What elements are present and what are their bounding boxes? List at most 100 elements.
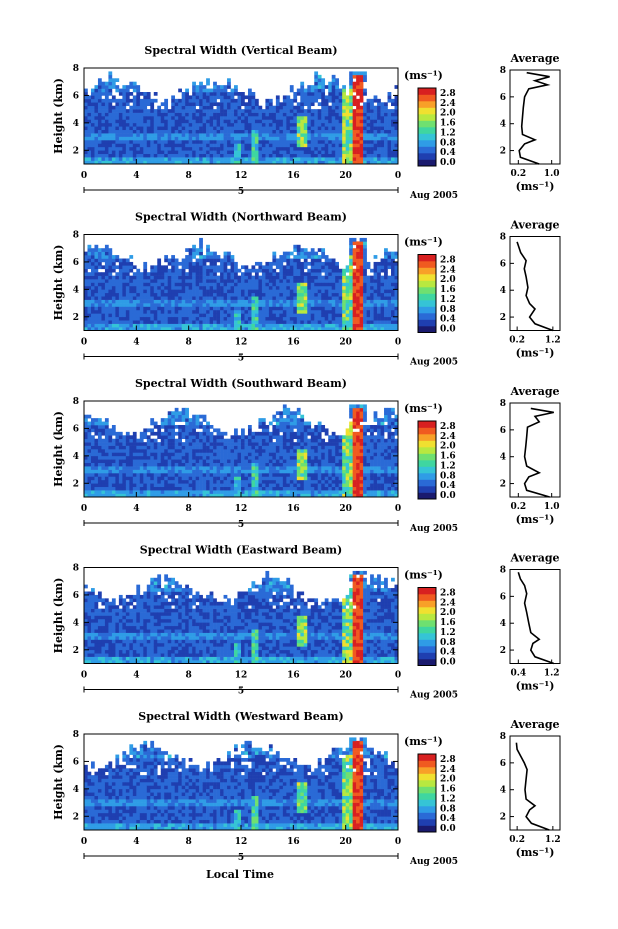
heatmap-cell [157, 268, 162, 273]
heatmap-cell [275, 289, 280, 294]
heatmap-cell [220, 102, 224, 107]
heatmap-cell [94, 133, 99, 137]
heatmap-cell [167, 299, 172, 304]
heatmap-cell [244, 303, 249, 307]
heatmap-cell [234, 303, 238, 307]
heatmap-cell [164, 153, 169, 158]
heatmap-cell [356, 248, 360, 252]
heatmap-cell [160, 452, 165, 457]
heatmap-cell [328, 85, 333, 89]
heatmap-cell [150, 476, 155, 481]
heatmap-cell [384, 313, 388, 318]
heatmap-cell [380, 289, 385, 294]
heatmap-cell [97, 272, 102, 276]
heatmap-cell [303, 265, 308, 270]
heatmap-cell [181, 265, 186, 270]
heatmap-cell [146, 292, 151, 297]
heatmap-cell [171, 289, 176, 294]
heatmap-cell [384, 268, 388, 273]
heatmap-cell [206, 303, 210, 307]
heatmap-cell [111, 255, 116, 259]
heatmap-cell [241, 455, 245, 460]
heatmap-cell [356, 153, 360, 158]
heatmap-cell [178, 418, 182, 422]
heatmap-cell [335, 102, 339, 107]
heatmap-cell [307, 316, 312, 321]
heatmap-cell [321, 133, 326, 137]
heatmap-cell [237, 275, 242, 280]
heatmap-cell [94, 292, 99, 297]
heatmap-cell [272, 143, 277, 148]
heatmap-cell [94, 105, 99, 110]
heatmap-cell [234, 469, 238, 474]
heatmap-cell [254, 303, 259, 307]
heatmap-cell [335, 150, 339, 155]
heatmap-cell [104, 85, 109, 89]
avg-y-tick-label: 6 [500, 93, 506, 103]
heatmap-cell [213, 157, 217, 161]
heatmap-cell [286, 320, 291, 324]
heatmap-cell [247, 129, 252, 134]
heatmap-cell [136, 490, 141, 494]
heatmap-cell [94, 268, 99, 273]
heatmap-cell [324, 296, 329, 300]
heatmap-cell [160, 146, 165, 151]
heatmap-cell [199, 241, 203, 246]
heatmap-cell [202, 473, 207, 477]
heatmap-cell [157, 476, 162, 481]
heatmap-cell [300, 255, 305, 259]
heatmap-cell [143, 119, 148, 124]
heatmap-cell [300, 88, 305, 93]
heatmap-cell [345, 98, 350, 103]
heatmap-cell [359, 275, 364, 280]
heatmap-cell [171, 459, 176, 464]
heatmap-cell [244, 452, 249, 457]
heatmap-cell [111, 455, 116, 460]
heatmap-cell [352, 157, 357, 161]
heatmap-cell [171, 112, 176, 117]
heatmap-cell [171, 316, 176, 321]
heatmap-cell [171, 309, 176, 314]
x-tick-label: 12 [235, 338, 248, 348]
heatmap-cell [279, 316, 284, 321]
heatmap-cell [254, 261, 259, 266]
heatmap-cell [241, 275, 245, 280]
heatmap-cell [394, 119, 399, 124]
heatmap-cell [363, 88, 367, 93]
heatmap-cell [209, 150, 214, 155]
heatmap-cell [136, 449, 141, 453]
heatmap-cell [254, 129, 259, 134]
heatmap-cell [321, 255, 326, 259]
heatmap-cell [223, 109, 228, 113]
heatmap-cell [129, 133, 134, 137]
heatmap-cell [160, 112, 165, 117]
heatmap-cell [380, 327, 385, 331]
heatmap-cell [115, 157, 120, 161]
heatmap-cell [143, 268, 148, 273]
heatmap-cell [286, 95, 291, 100]
heatmap-cell [195, 122, 200, 127]
heatmap-cell [185, 129, 189, 134]
heatmap-cell [181, 476, 186, 481]
heatmap-cell [216, 303, 221, 307]
heatmap-cell [146, 316, 151, 321]
heatmap-cell [195, 140, 200, 144]
heatmap-cell [111, 157, 116, 161]
heatmap-cell [254, 299, 259, 304]
heatmap-cell [153, 136, 158, 141]
average-frame [509, 236, 561, 331]
heatmap-cell [185, 95, 189, 100]
heatmap-cell [265, 116, 270, 120]
heatmap-cell [199, 445, 203, 450]
heatmap-cell [247, 486, 252, 491]
heatmap-cell [108, 119, 113, 124]
heatmap-cell [206, 140, 210, 144]
heatmap-cell [146, 282, 151, 287]
heatmap-cell [104, 462, 109, 467]
heatmap-cell [220, 327, 224, 331]
heatmap-cell [272, 150, 277, 155]
heatmap-cell [185, 105, 189, 110]
heatmap-cell [139, 109, 144, 113]
heatmap-cell [171, 449, 176, 453]
heatmap-cell [328, 299, 333, 304]
